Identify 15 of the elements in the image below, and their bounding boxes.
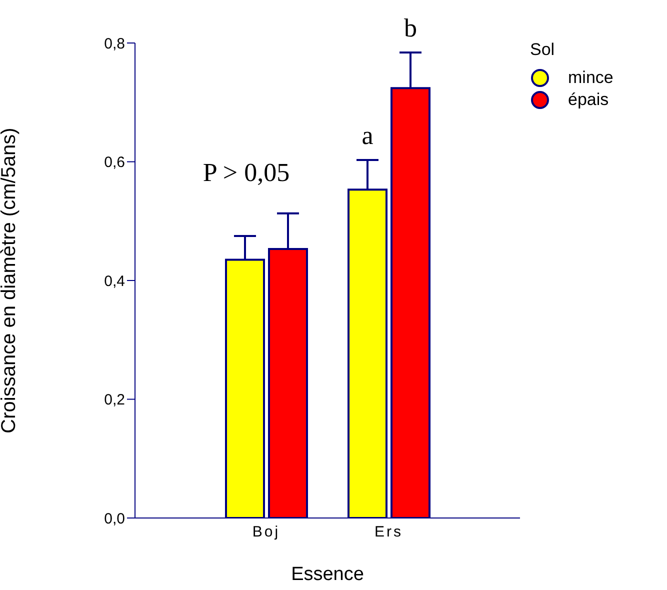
legend-label: mince: [568, 68, 614, 88]
annotation: P > 0,05: [202, 158, 290, 187]
x-tick-label: Boj: [252, 524, 280, 541]
y-tick-label: 0,4: [104, 272, 125, 290]
y-tick-label: 0,6: [104, 154, 125, 172]
y-tick-label: 0,0: [104, 510, 125, 528]
y-tick-label: 0,8: [104, 35, 125, 52]
legend-label: épais: [568, 90, 609, 110]
legend-title: Sol: [530, 40, 556, 60]
data-label: a: [362, 120, 374, 150]
x-tick-label: Ers: [374, 524, 403, 541]
x-axis-title: Essence: [291, 564, 364, 585]
data-label: b: [404, 14, 417, 42]
y-tick-label: 0,2: [104, 392, 125, 409]
y-axis-title: Croissance en diamètre (cm/5ans): [0, 128, 20, 434]
